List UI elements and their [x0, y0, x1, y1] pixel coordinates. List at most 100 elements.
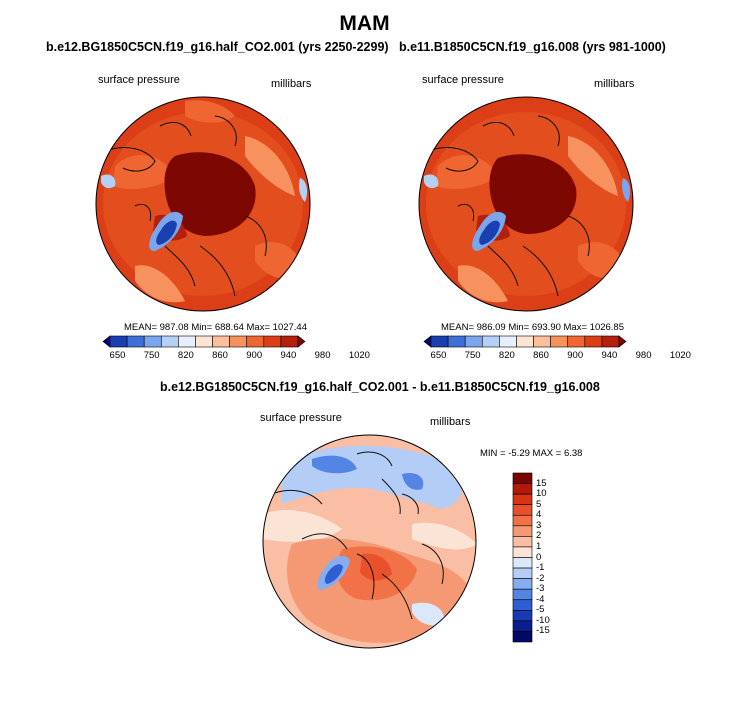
colorbar-swatch [143, 335, 162, 348]
pressure-field-region [458, 265, 508, 303]
colorbar-swatch [512, 588, 533, 601]
colorbar-tick-label: 820 [498, 350, 515, 361]
panel-2-colorbar [423, 335, 627, 348]
colorbar-swatch [584, 335, 603, 348]
colorbar-tick-label: 1 [536, 540, 542, 552]
difference-colorbar-labels: 15 10 5 4 3 2 1 0 -1 -2 -3 -4 -5 -10 -15 [536, 473, 566, 642]
panel-1-variable-label: surface pressure [98, 74, 180, 86]
colorbar-swatch [195, 335, 213, 348]
pressure-field-region [436, 155, 498, 189]
pressure-field-low [299, 178, 308, 202]
colorbar-tick-label: -2 [536, 572, 545, 584]
colorbar-tick-label: -3 [536, 583, 545, 595]
colorbar-end-triangle [297, 335, 306, 348]
coastline [427, 115, 590, 297]
colorbar-swatch [512, 578, 533, 590]
colorbar-swatch [550, 335, 569, 348]
colorbar-swatch [512, 483, 533, 495]
colorbar-swatch [263, 335, 282, 348]
colorbar-tick-label: 940 [601, 350, 618, 361]
colorbar-swatch [512, 514, 533, 527]
colorbar-tick-label: 980 [314, 350, 331, 361]
difference-polar-map [262, 434, 477, 649]
panel-2-colorbar-labels: 650 750 820 860 900 940 980 1020 [424, 350, 691, 362]
colorbar-swatch [567, 335, 586, 348]
panel-2-title: b.e11.B1850C5CN.f19_g16.008 (yrs 981-100… [399, 40, 666, 54]
colorbar-end-triangle [102, 335, 111, 348]
colorbar-swatch [512, 536, 533, 548]
colorbar-swatch [512, 504, 533, 516]
colorbar-swatch [533, 335, 551, 348]
colorbar-swatch [126, 335, 145, 348]
panel-2-stats: MEAN= 986.09 Min= 693.90 Max= 1026.85 [441, 322, 624, 333]
colorbar-tick-label: -4 [536, 593, 545, 605]
difference-variable-label: surface pressure [260, 412, 342, 424]
pressure-field-region [113, 155, 175, 189]
pressure-field-region [185, 100, 235, 123]
colorbar-tick-label: 0 [536, 551, 542, 563]
colorbar-tick-label: 860 [533, 350, 549, 361]
pressure-field-region [245, 136, 295, 196]
panel-1-units-label: millibars [271, 78, 312, 90]
colorbar-swatch [512, 557, 533, 569]
coastline [271, 451, 444, 620]
colorbar-tick-label: 10 [536, 488, 547, 500]
colorbar-tick-label: -1 [536, 562, 545, 574]
figure-title: MAM [339, 12, 390, 35]
colorbar-swatch [212, 335, 230, 348]
colorbar-swatch [512, 472, 533, 484]
colorbar-swatch [280, 335, 299, 348]
pressure-field-region [135, 265, 185, 303]
colorbar-end-triangle [618, 335, 627, 348]
panel-1-stats: MEAN= 987.08 Min= 688.64 Max= 1027.44 [124, 322, 307, 333]
colorbar-tick-label: 650 [430, 350, 447, 361]
colorbar-swatch [481, 335, 500, 348]
colorbar-tick-label: -10 [536, 614, 550, 626]
difference-panel-title: b.e12.BG1850C5CN.f19_g16.half_CO2.001 - … [160, 380, 600, 394]
difference-stats: MIN = -5.29 MAX = 6.38 [480, 448, 583, 459]
diff-field-negative [402, 472, 424, 490]
colorbar-swatch [178, 335, 196, 348]
panel-2-units-label: millibars [594, 78, 635, 90]
colorbar-tick-label: 2 [536, 530, 542, 542]
colorbar-end-triangle [423, 335, 432, 348]
panel-1-colorbar [102, 335, 306, 348]
colorbar-tick-label: 860 [212, 350, 228, 361]
panel-2-variable-label: surface pressure [422, 74, 504, 86]
colorbar-swatch [512, 599, 533, 611]
diff-field-positive [360, 553, 392, 581]
pressure-field-high [489, 154, 577, 234]
colorbar-swatch [512, 567, 533, 579]
panel-1-polar-map [95, 96, 311, 312]
colorbar-tick-label: 900 [567, 350, 584, 361]
colorbar-tick-label: 5 [536, 498, 542, 510]
diff-field-negative [412, 602, 445, 626]
colorbar-swatch [512, 546, 533, 558]
colorbar-swatch [447, 335, 466, 348]
colorbar-tick-label: 980 [635, 350, 652, 361]
coastline [104, 115, 267, 297]
colorbar-swatch [464, 335, 483, 348]
colorbar-swatch [512, 493, 533, 505]
colorbar-swatch [601, 335, 620, 348]
colorbar-swatch [516, 335, 534, 348]
colorbar-tick-label: 650 [109, 350, 126, 361]
colorbar-swatch [160, 335, 179, 348]
pressure-field-high [164, 152, 256, 236]
pressure-field-low [622, 178, 631, 202]
diff-field-negative [312, 455, 357, 474]
colorbar-tick-label: -5 [536, 604, 545, 616]
colorbar-tick-label: 940 [280, 350, 297, 361]
colorbar-tick-label: 900 [246, 350, 263, 361]
colorbar-swatch [109, 335, 128, 348]
colorbar-swatch [512, 631, 533, 643]
colorbar-tick-label: 15 [536, 477, 547, 489]
colorbar-tick-label: 750 [464, 350, 481, 361]
panel-2-polar-map [418, 96, 634, 312]
pressure-field-low [101, 174, 116, 189]
colorbar-swatch [512, 620, 533, 632]
pressure-field-region [568, 136, 618, 196]
diff-field-neutral [412, 522, 476, 550]
colorbar-tick-label: 1020 [669, 350, 691, 361]
colorbar-tick-label: 1020 [348, 350, 370, 361]
